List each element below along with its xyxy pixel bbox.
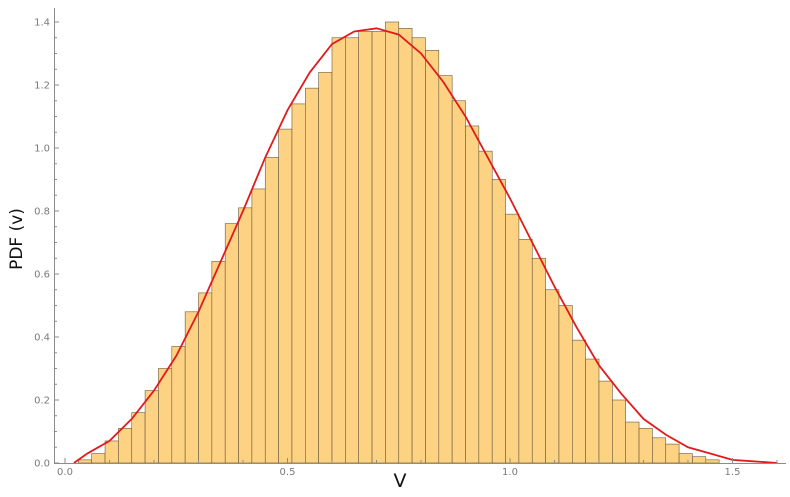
histogram-bar (638, 428, 653, 464)
histogram-bar (158, 368, 173, 464)
histogram-bar (171, 346, 186, 464)
y-tick-label: 0.2 (34, 396, 50, 407)
histogram-bar (518, 239, 533, 464)
histogram-bars (78, 21, 720, 464)
axes (54, 8, 786, 464)
histogram-bar (545, 289, 560, 464)
histogram-bar (612, 399, 626, 464)
axis-ticks: 0.0 0.5 1.0 1.5 0.0 0.2 0.4 0.6 0.8 1.0 1.2 1.4 (34, 18, 778, 478)
histogram-bar (558, 305, 573, 464)
histogram-bar (264, 157, 279, 464)
histogram-bar (465, 125, 480, 464)
histogram-bar (571, 339, 586, 464)
histogram-bar (278, 128, 293, 464)
histogram-bar (211, 261, 226, 464)
y-tick-label: 1.0 (34, 144, 50, 155)
histogram-bar (505, 213, 520, 464)
histogram-bar (598, 380, 613, 464)
histogram-bar (398, 27, 413, 464)
histogram-bar (78, 459, 92, 464)
histogram-bar (385, 21, 400, 464)
histogram-bar (705, 459, 720, 464)
histogram-bar (531, 257, 546, 464)
x-tick-label: 0.0 (57, 467, 73, 478)
histogram-bar (692, 456, 707, 464)
histogram-bar (358, 31, 373, 464)
histogram-bar (438, 75, 453, 464)
histogram-bar (478, 150, 493, 464)
histogram-bar (251, 188, 266, 464)
histogram-bar (304, 87, 319, 464)
histogram-bar (318, 72, 333, 464)
histogram-bar (371, 31, 386, 464)
histogram-bar (425, 50, 440, 464)
histogram-bar (678, 453, 693, 464)
x-tick-label: 0.5 (280, 467, 296, 478)
histogram-bar (291, 103, 306, 464)
y-tick-label: 1.2 (34, 81, 50, 92)
histogram-bar (118, 428, 133, 464)
histogram-bar (491, 179, 506, 464)
histogram-bar (224, 223, 239, 464)
y-tick-label: 0.6 (34, 270, 50, 281)
y-tick-label: 0.4 (34, 333, 50, 344)
histogram-bar (652, 437, 667, 464)
histogram-bar (585, 358, 600, 464)
histogram-bar (451, 100, 466, 464)
histogram-bar (411, 37, 426, 464)
histogram-bar (144, 390, 159, 464)
histogram-bar (104, 440, 119, 464)
histogram-bar (91, 453, 106, 464)
x-axis-label: V (394, 470, 407, 492)
histogram-bar (198, 292, 213, 464)
histogram-bar (331, 37, 346, 464)
pdf-curve (73, 27, 778, 464)
y-tick-label: 0.8 (34, 207, 50, 218)
histogram-bar (665, 443, 680, 464)
y-tick-label: 0.0 (34, 459, 50, 470)
histogram-bar (238, 207, 253, 464)
histogram-bar (131, 412, 146, 464)
y-axis-label: PDF (v) (7, 208, 27, 270)
histogram-bar (625, 421, 640, 464)
histogram-bar (345, 37, 360, 464)
x-tick-label: 1.5 (725, 467, 741, 478)
y-tick-label: 1.4 (34, 18, 50, 29)
x-tick-label: 1.0 (502, 467, 518, 478)
